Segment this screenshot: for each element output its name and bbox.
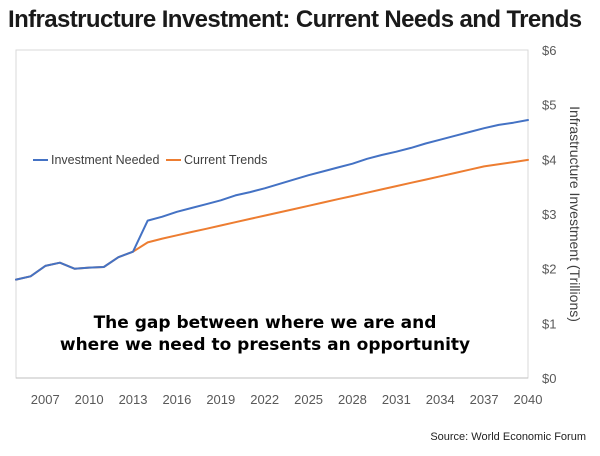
source-note: Source: World Economic Forum <box>430 431 586 443</box>
chart-title: Infrastructure Investment: Current Needs… <box>8 6 582 33</box>
annotation-line-1: The gap between where we are and <box>93 313 437 333</box>
chart-annotation: The gap between where we are and where w… <box>40 312 490 356</box>
series-line-investment-needed <box>15 119 529 281</box>
series-lines <box>15 119 529 281</box>
legend-label: Current Trends <box>184 153 267 167</box>
series-line-current-trends <box>15 158 529 281</box>
y-tick-label: $1 <box>542 316 556 331</box>
x-tick-label: 2010 <box>75 392 104 407</box>
legend-label: Investment Needed <box>51 153 159 167</box>
x-tick-label: 2034 <box>426 392 455 407</box>
y-tick-label: $4 <box>542 152 556 167</box>
x-tick-label: 2013 <box>119 392 148 407</box>
axes: 2007 2010 2013 2016 2019 2022 2025 2028 2031 2034… <box>15 43 583 407</box>
x-tick-label: 2031 <box>382 392 411 407</box>
y-tick-label: $6 <box>542 43 556 58</box>
x-tick-label: 2028 <box>338 392 367 407</box>
x-tick-label: 2037 <box>470 392 499 407</box>
y-axis-label: Infrastructure Investment (Trillions) <box>567 106 583 322</box>
x-tick-label: 2022 <box>250 392 279 407</box>
x-tick-label: 2025 <box>294 392 323 407</box>
x-tick-label: 2040 <box>514 392 543 407</box>
y-tick-label: $5 <box>542 98 556 113</box>
x-tick-label: 2007 <box>31 392 60 407</box>
y-tick-label: $2 <box>542 262 556 277</box>
y-tick-label: $0 <box>542 371 556 386</box>
y-tick-label: $3 <box>542 207 556 222</box>
legend: Investment Needed Current Trends <box>33 153 267 167</box>
x-tick-label: 2016 <box>162 392 191 407</box>
x-tick-label: 2019 <box>206 392 235 407</box>
annotation-line-2: where we need to presents an opportunity <box>59 335 471 355</box>
